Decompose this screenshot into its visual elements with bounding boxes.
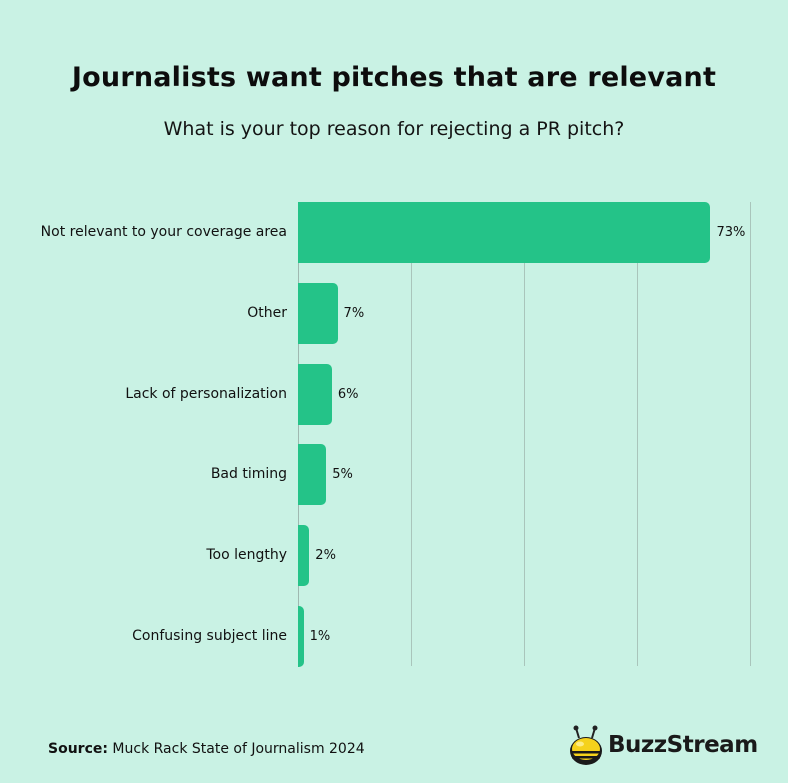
chart-title: Journalists want pitches that are releva… xyxy=(71,62,717,93)
logo-text: BuzzStream xyxy=(608,732,758,758)
bee-icon xyxy=(570,725,602,765)
bar-row: Other 7% xyxy=(0,283,788,344)
source-note: Source: Muck Rack State of Journalism 20… xyxy=(48,741,365,757)
bar-row: Lack of personalization 6% xyxy=(0,364,788,425)
bar xyxy=(298,606,304,667)
value-label: 2% xyxy=(315,548,336,563)
value-label: 1% xyxy=(309,629,331,644)
category-label: Lack of personalization xyxy=(125,386,287,402)
bar-row: Not relevant to your coverage area 73% xyxy=(0,202,788,263)
buzzstream-logo: BuzzStream xyxy=(568,720,758,770)
category-label: Confusing subject line xyxy=(132,628,287,644)
chart-subtitle: What is your top reason for rejecting a … xyxy=(163,118,625,140)
category-label: Bad timing xyxy=(210,466,287,482)
bar-row: Too lengthy 2% xyxy=(0,525,788,586)
gridline xyxy=(524,202,525,666)
bar xyxy=(298,364,332,425)
y-axis-line xyxy=(298,202,299,666)
value-label: 73% xyxy=(716,225,746,240)
bar xyxy=(298,202,711,263)
bar xyxy=(298,283,338,344)
gridline xyxy=(637,202,638,666)
source-text: Muck Rack State of Journalism 2024 xyxy=(112,741,365,757)
bar xyxy=(298,444,327,505)
value-label: 5% xyxy=(332,467,353,482)
category-label: Other xyxy=(247,305,287,321)
category-label: Too lengthy xyxy=(206,547,287,563)
gridline xyxy=(411,202,412,666)
gridline xyxy=(750,202,751,666)
source-label: Source: xyxy=(48,741,108,757)
category-label: Not relevant to your coverage area xyxy=(40,224,287,240)
bar-row: Confusing subject line 1% xyxy=(0,606,788,667)
bar xyxy=(298,525,310,586)
bar-row: Bad timing 5% xyxy=(0,444,788,505)
value-label: 6% xyxy=(337,387,359,402)
value-label: 7% xyxy=(343,306,365,321)
